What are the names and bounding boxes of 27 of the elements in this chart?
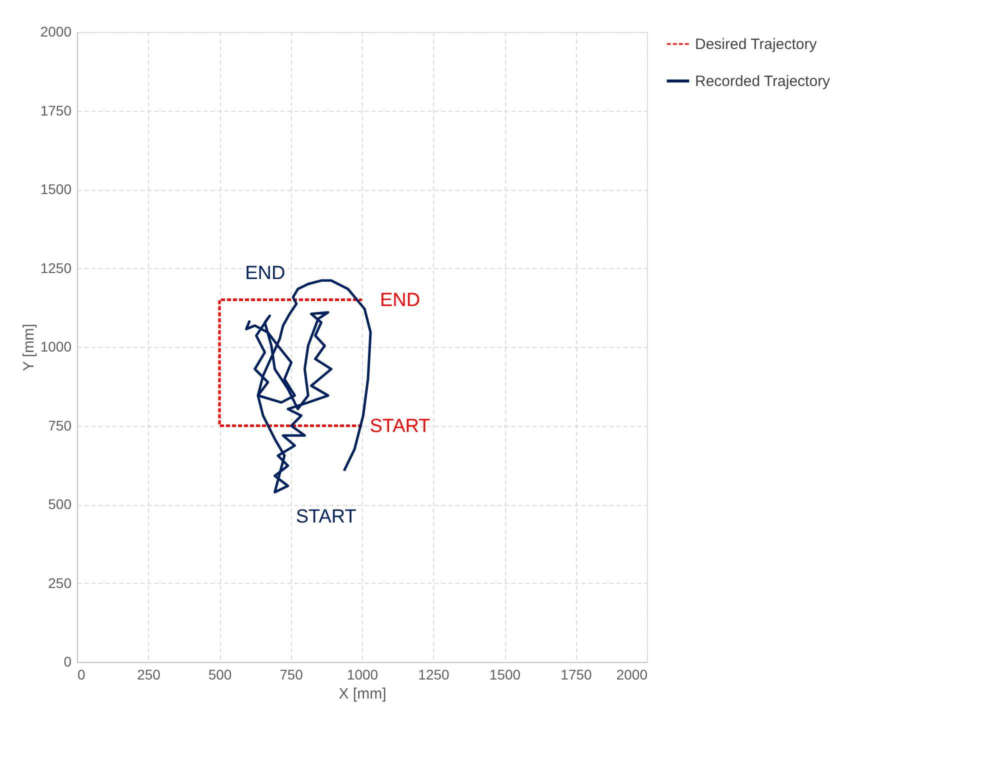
x-tick-label: 1750 [560, 666, 592, 682]
y-tick-label: 750 [48, 417, 72, 434]
x-tick-label: 1000 [346, 666, 378, 682]
annotation: END [380, 290, 420, 311]
y-tick-label: 250 [48, 574, 72, 591]
y-tick-label: 2000 [40, 24, 72, 40]
annotation: START [296, 506, 357, 528]
y-tick-label: 500 [48, 496, 72, 512]
y-tick-label: 1250 [40, 260, 72, 276]
annotation: START [370, 416, 431, 437]
y-axis-title: Y [mm] [20, 324, 38, 372]
y-tick-label: 1500 [40, 181, 72, 197]
y-tick-label: 1750 [40, 102, 72, 118]
x-tick-label: 250 [137, 666, 161, 682]
x-tick-label: 1250 [418, 666, 450, 682]
x-tick-label: 2000 [616, 666, 648, 682]
x-tick-label: 750 [280, 666, 304, 682]
y-tick-label: 0 [64, 654, 72, 670]
line-series [245, 279, 372, 494]
x-tick-label: 500 [208, 666, 232, 682]
x-axis-title: X [mm] [338, 686, 386, 702]
y-tick-label: 1000 [40, 338, 72, 354]
legend-label: Recorded Trajectory [695, 73, 831, 90]
legend-label: Desired Trajectory [695, 36, 818, 53]
annotation: END [245, 263, 286, 284]
x-tick-label: 1500 [489, 666, 521, 682]
x-tick-label: 0 [78, 666, 86, 682]
